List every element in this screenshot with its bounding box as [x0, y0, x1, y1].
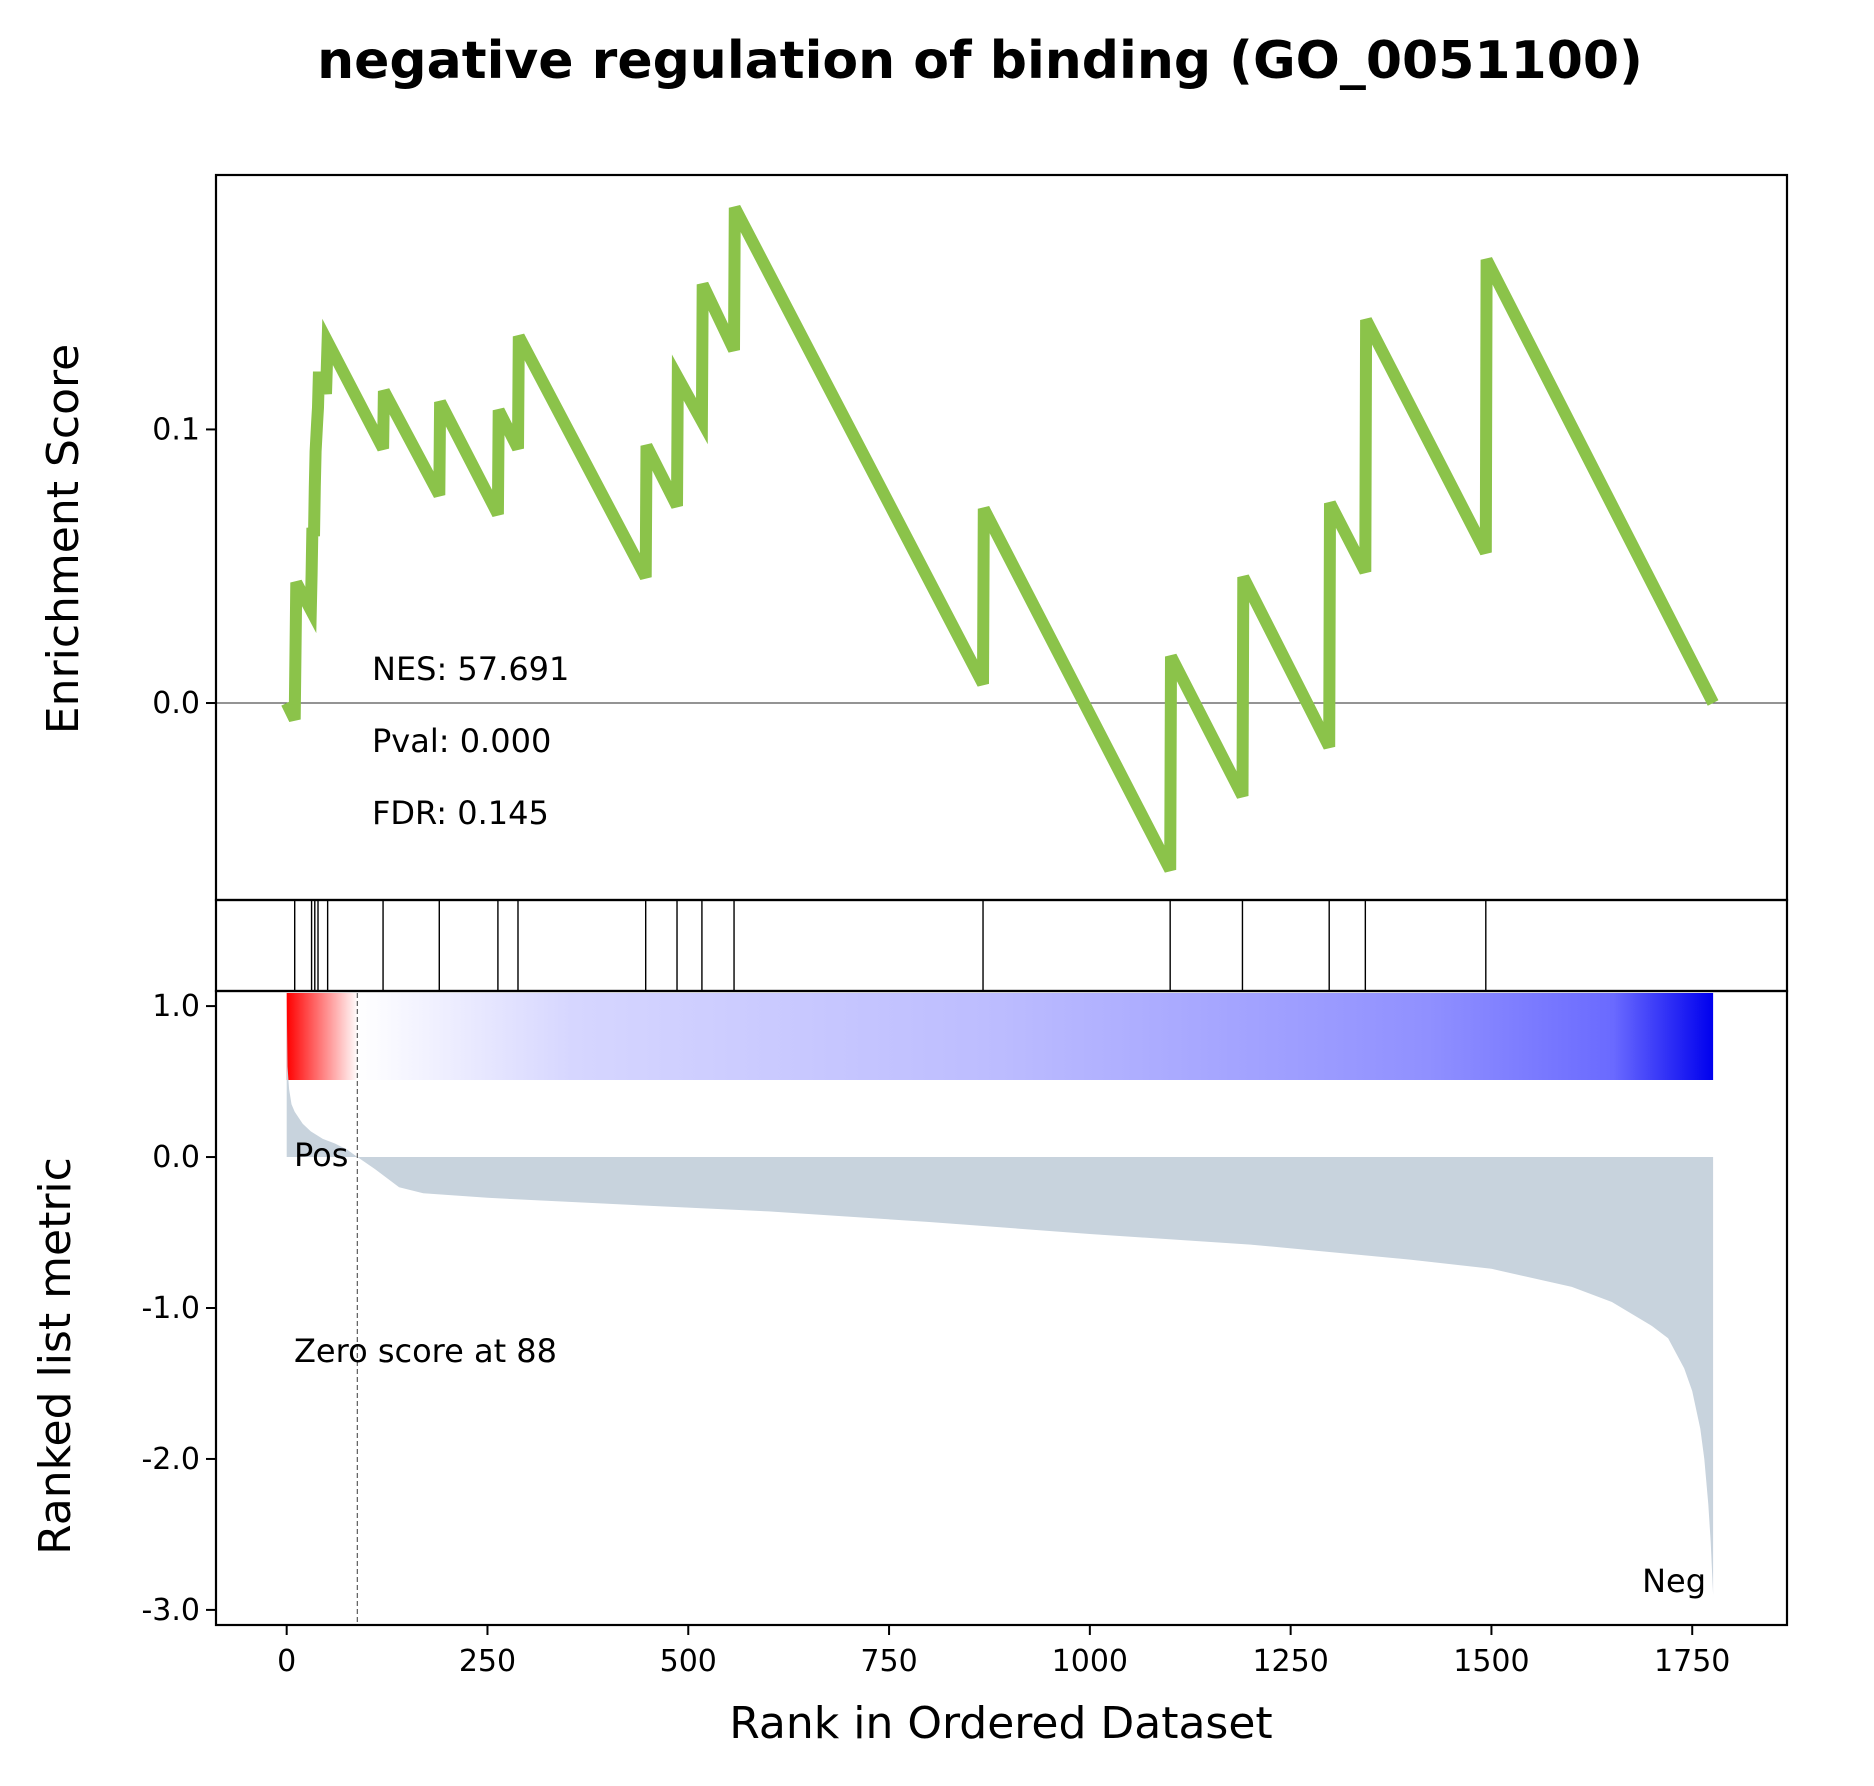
es-y-tick-label: 0.0	[152, 686, 200, 721]
x-tick-label: 0	[277, 1644, 296, 1679]
enrichment-panel: 0.0 0.1 NES: 57.691 Pval: 0.000 FDR: 0.14…	[38, 173, 1789, 902]
ranked-y-tick-label: 1.0	[152, 989, 200, 1024]
ranked-panel: 1.0 0.0 -1.0 -2.0 -3.0 Pos Neg Zero score at…	[30, 989, 1789, 1628]
zero-score-annotation: Zero score at 88	[294, 1332, 557, 1370]
es-y-axis-label: Enrichment Score	[38, 344, 89, 734]
neg-label: Neg	[1642, 1562, 1706, 1600]
pval-annotation: Pval: 0.000	[372, 722, 551, 760]
ranked-y-tick-label: 0.0	[152, 1140, 200, 1175]
ranked-y-tick-label: -3.0	[141, 1593, 200, 1628]
x-tick-label: 250	[459, 1644, 516, 1679]
x-tick-label: 1250	[1252, 1644, 1328, 1679]
hits-panel	[214, 898, 1789, 993]
fdr-annotation: FDR: 0.145	[372, 794, 549, 832]
hit-ticks	[294, 900, 1487, 991]
x-axis-label: Rank in Ordered Dataset	[729, 1698, 1272, 1749]
ranked-metric-area	[286, 998, 1714, 1595]
ranked-y-axis-label: Ranked list metric	[30, 1157, 81, 1555]
hits-panel-frame	[214, 898, 1789, 993]
es-curve-group	[281, 205, 1719, 873]
rank-color-bar	[286, 993, 1714, 1080]
x-axis-ticks: 0 250 500 750 1000 1250 1500 1750	[277, 1625, 1730, 1679]
pos-label: Pos	[294, 1136, 348, 1174]
x-tick-label: 750	[860, 1644, 917, 1679]
ranked-y-ticks: 1.0 0.0 -1.0 -2.0 -3.0	[141, 989, 216, 1628]
ranked-panel-frame	[214, 989, 1789, 1627]
x-tick-label: 1000	[1052, 1644, 1128, 1679]
es-curve-line	[281, 205, 1719, 873]
es-y-tick-label: 0.1	[152, 412, 200, 447]
x-tick-label: 1500	[1453, 1644, 1529, 1679]
x-tick-label: 500	[660, 1644, 717, 1679]
chart-title: negative regulation of binding (GO_00511…	[317, 31, 1643, 91]
ranked-y-tick-label: -1.0	[141, 1291, 200, 1326]
es-y-ticks: 0.0 0.1	[152, 412, 216, 721]
ranked-y-tick-label: -2.0	[141, 1442, 200, 1477]
nes-annotation: NES: 57.691	[372, 650, 569, 688]
x-tick-label: 1750	[1654, 1644, 1730, 1679]
